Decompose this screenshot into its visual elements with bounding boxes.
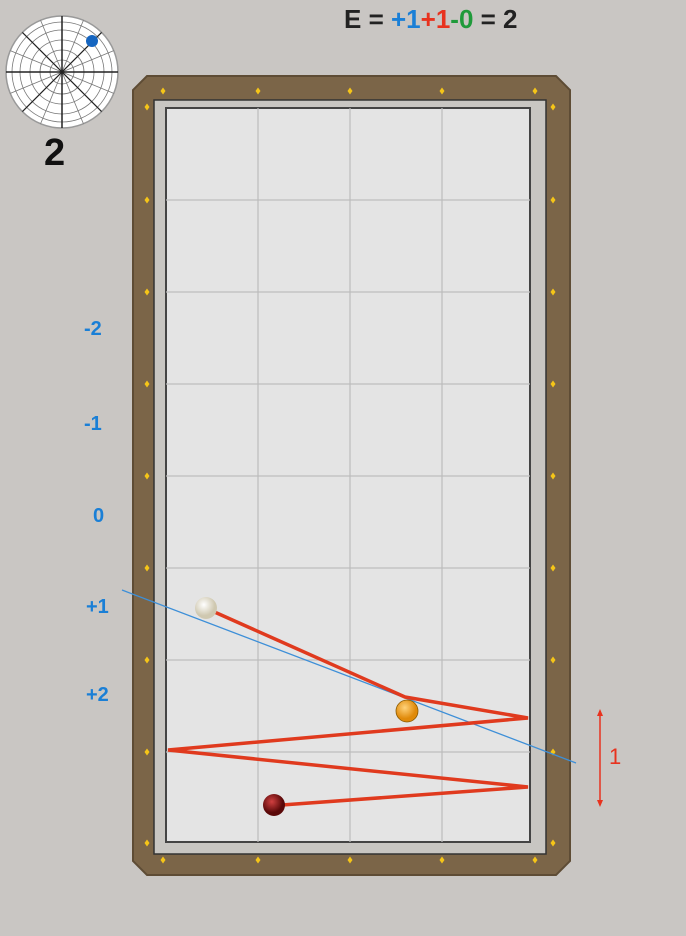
- grid-lines: [166, 108, 530, 842]
- equation-term-red: +1: [420, 4, 451, 34]
- diamond-marker: [144, 472, 150, 480]
- diamond-marker: [160, 87, 166, 95]
- diamond-marker: [550, 380, 556, 388]
- diamond-marker: [144, 380, 150, 388]
- diamond-marker: [255, 87, 261, 95]
- diamond-marker: [550, 103, 556, 111]
- diamond-marker: [144, 288, 150, 296]
- diamond-marker: [550, 472, 556, 480]
- diamond-marker: [255, 856, 261, 864]
- diamond-label: +1: [86, 596, 109, 618]
- equation-prefix: E =: [344, 4, 391, 34]
- diamond-marker: [160, 856, 166, 864]
- equation-term-blue: +1: [390, 4, 421, 34]
- measure-label: 1: [609, 744, 622, 769]
- spin-dial-value: 2: [44, 132, 66, 174]
- dial-spoke: [61, 50, 114, 73]
- dial-spoke: [10, 50, 63, 73]
- dial-spoke: [61, 20, 84, 73]
- diamond-marker: [144, 656, 150, 664]
- diamond-marker: [532, 856, 538, 864]
- diamond-marker: [550, 196, 556, 204]
- dial-spoke: [61, 71, 84, 124]
- diamond-marker: [550, 656, 556, 664]
- diamond-marker: [439, 856, 445, 864]
- diamonds: [144, 87, 556, 864]
- diamond-marker: [144, 748, 150, 756]
- dial-spoke: [40, 71, 63, 124]
- equation-result: = 2: [473, 4, 518, 34]
- spin-dot: [86, 35, 98, 47]
- equation: E = +1+1-0 = 2: [344, 4, 518, 35]
- cue-ball-path: [167, 608, 529, 807]
- dial-spoke: [10, 71, 63, 94]
- diamond-marker: [550, 564, 556, 572]
- diamond-marker: [347, 856, 353, 864]
- object-ball-orange: [395, 699, 419, 723]
- object-ball-red: [263, 794, 285, 816]
- diamond-label: +2: [86, 684, 109, 706]
- diamond-label: -2: [84, 318, 102, 340]
- diamond-marker: [144, 196, 150, 204]
- diamond-marker: [550, 839, 556, 847]
- diamond-label: -1: [84, 413, 102, 435]
- diamond-marker: [347, 87, 353, 95]
- cue-ball-white: [195, 597, 217, 619]
- diamond-marker: [550, 288, 556, 296]
- table-cloth: [165, 107, 531, 843]
- diamond-marker: [439, 87, 445, 95]
- measure-arrow: [597, 709, 603, 807]
- diamond-marker: [532, 87, 538, 95]
- dial-spoke: [61, 71, 114, 94]
- spin-dial: [5, 15, 119, 129]
- diamond-marker: [144, 564, 150, 572]
- equation-term-green: -0: [450, 4, 474, 34]
- dial-spoke: [40, 20, 63, 73]
- aim-line: [121, 589, 577, 764]
- diamond-marker: [144, 103, 150, 111]
- diamond-label: 0: [93, 505, 105, 527]
- diamond-marker: [144, 839, 150, 847]
